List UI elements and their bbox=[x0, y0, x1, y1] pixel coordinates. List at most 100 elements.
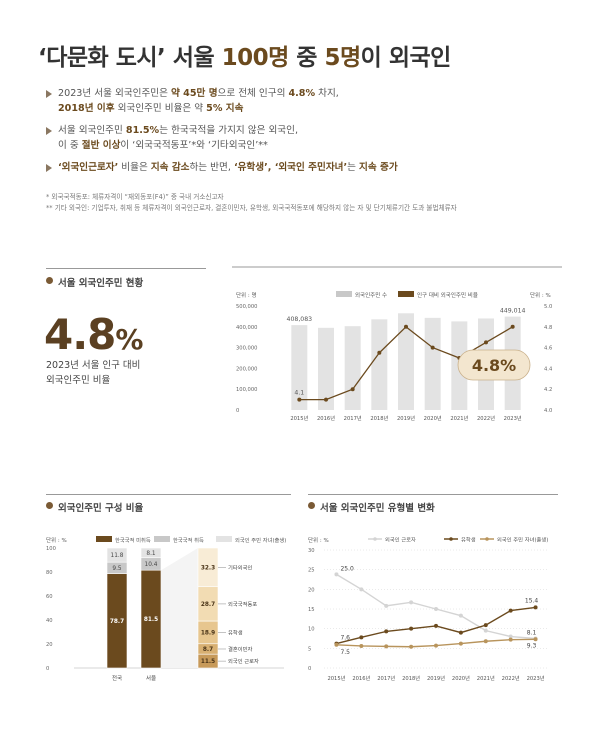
y-tick-label: 100 bbox=[46, 546, 56, 552]
legend-label: 한국국적 취득 bbox=[173, 536, 204, 544]
composition-chart: 단위 : % 한국국적 미취득 한국국적 취득 외국인 주민 자녀(출생) 100 80 6… bbox=[46, 536, 286, 682]
right-tick-label: 4.6 bbox=[544, 346, 552, 352]
legend-marker bbox=[373, 537, 377, 541]
title-part: 이 외국인 bbox=[360, 45, 452, 71]
breakdown-value-label: 28.7 bbox=[201, 602, 215, 608]
breakdown-value-label: 8.7 bbox=[203, 647, 213, 653]
series-point bbox=[334, 572, 339, 577]
badge-value: 4.8% bbox=[472, 356, 516, 375]
legend-label: 유학생 bbox=[461, 536, 476, 544]
series-point bbox=[359, 635, 364, 640]
ratio-point bbox=[484, 340, 488, 345]
legend-label: 외국인 근로자 bbox=[385, 536, 416, 544]
series-point bbox=[384, 629, 389, 634]
x-tick-label: 2021년 bbox=[477, 674, 495, 682]
title-part: ‘다문화 도시’ 서울 bbox=[38, 45, 222, 71]
segment-value-label: 10.4 bbox=[145, 562, 158, 568]
legend-swatch bbox=[96, 536, 112, 542]
title-highlight: 100명 bbox=[221, 45, 290, 71]
series-point bbox=[384, 644, 389, 649]
left-tick-label: 100,000 bbox=[236, 387, 257, 393]
population-bar bbox=[291, 325, 308, 410]
x-tick-label: 2019년 bbox=[397, 414, 415, 422]
y-tick-label: 0 bbox=[308, 666, 311, 672]
series-point bbox=[359, 587, 364, 592]
ratio-point bbox=[350, 387, 355, 392]
legend-label: 인구 대비 외국인주민 비율 bbox=[417, 291, 478, 299]
footnotes: * 외국국적동포: 체류자격이 “재외동포(F4)” 중 국내 거소신고자 **… bbox=[46, 192, 566, 214]
x-tick-label: 2018년 bbox=[370, 414, 388, 422]
legend-swatch-bars bbox=[336, 291, 352, 297]
x-tick-label: 서울 bbox=[146, 674, 156, 682]
breakdown-value-label: 32.3 bbox=[201, 565, 215, 571]
population-bar bbox=[398, 313, 414, 410]
population-chart: 단위 : 명 단위 : % 외국인주민 수 인구 대비 외국인주민 비율 500,000… bbox=[232, 266, 562, 422]
ratio-value-label: 4.1 bbox=[294, 390, 304, 397]
series-point bbox=[409, 626, 414, 631]
right-tick-label: 4.4 bbox=[544, 366, 553, 372]
y-tick-label: 20 bbox=[308, 587, 315, 593]
end-value-label: 15.4 bbox=[525, 597, 539, 604]
series-point bbox=[384, 603, 389, 608]
breakdown-value-label: 18.9 bbox=[201, 630, 215, 636]
x-tick-label: 2023년 bbox=[527, 674, 545, 682]
y-tick-label: 20 bbox=[46, 642, 53, 648]
series-point bbox=[508, 637, 513, 642]
trend-chart: 단위 : % 외국인 근로자 유학생 외국인 주민 자녀(출생) 30 25 20 15 10 5… bbox=[308, 536, 548, 683]
title-part: 중 bbox=[288, 45, 325, 71]
y-tick-label: 60 bbox=[46, 594, 53, 600]
segment-value-label: 11.8 bbox=[111, 553, 124, 559]
x-tick-label: 2021년 bbox=[450, 414, 468, 422]
section-divider bbox=[308, 494, 558, 495]
stacked-segment bbox=[106, 547, 128, 563]
breakdown-label: 외국국적동포 bbox=[228, 601, 257, 608]
left-tick-label: 400,000 bbox=[236, 325, 257, 331]
right-tick-label: 5.0 bbox=[544, 304, 552, 310]
population-bar bbox=[318, 327, 334, 410]
y-tick-label: 15 bbox=[308, 607, 315, 613]
right-tick-label: 4.8 bbox=[544, 325, 552, 331]
series-point bbox=[458, 630, 463, 635]
x-tick-label: 2016년 bbox=[317, 414, 335, 422]
left-axis-unit: 단위 : 명 bbox=[236, 291, 257, 299]
segment-value-label: 81.5 bbox=[144, 617, 158, 623]
series-point bbox=[508, 608, 513, 613]
start-value-label: 7.6 bbox=[340, 635, 350, 642]
end-value-label: 8.1 bbox=[527, 629, 537, 636]
x-tick-label: 2017년 bbox=[344, 414, 362, 422]
end-value-label: 9.3 bbox=[527, 643, 537, 650]
bar-value-label: 408,083 bbox=[287, 316, 313, 323]
section-divider bbox=[46, 494, 291, 495]
footnote-1: * 외국국적동포: 체류자격이 “재외동포(F4)” 중 국내 거소신고자 bbox=[46, 193, 224, 201]
legend-marker bbox=[449, 537, 453, 541]
series-point bbox=[533, 605, 538, 610]
breakdown-label: 외국인 근로자 bbox=[228, 657, 259, 665]
ratio-point bbox=[510, 324, 515, 329]
legend-label: 외국인주민 수 bbox=[355, 291, 387, 299]
population-bar bbox=[371, 319, 388, 410]
right-tick-label: 4.0 bbox=[544, 408, 552, 414]
x-tick-label: 2019년 bbox=[427, 674, 445, 682]
legend-label: 외국인 주민 자녀(출생) bbox=[235, 536, 286, 544]
right-axis-unit: 단위 : % bbox=[530, 291, 551, 299]
section-title-trend: 서울 외국인주민 유형별 변화 bbox=[308, 500, 435, 514]
series-point bbox=[483, 623, 488, 628]
legend-swatch bbox=[154, 536, 170, 542]
series-point bbox=[458, 613, 463, 618]
bullet-3: ‘외국인근로자’ 비율은 지속 감소하는 반면, ‘유학생’, ‘외국인 주민자… bbox=[46, 160, 566, 175]
legend-label: 한국국적 미취득 bbox=[115, 536, 151, 544]
left-tick-label: 200,000 bbox=[236, 366, 257, 372]
footnote-2: ** 기타 외국인: 기업투자, 취재 등 체류자격이 외국인근로자, 결혼이민… bbox=[46, 204, 457, 212]
segment-value-label: 78.7 bbox=[110, 619, 124, 625]
y-tick-label: 10 bbox=[308, 627, 315, 633]
ratio-point bbox=[324, 397, 328, 402]
series-point bbox=[458, 641, 463, 646]
series-point bbox=[533, 637, 538, 642]
y-tick-label: 5 bbox=[308, 646, 311, 652]
stacked-segment bbox=[140, 547, 162, 559]
legend-swatch bbox=[216, 536, 232, 542]
series-point bbox=[483, 628, 488, 633]
y-tick-label: 40 bbox=[46, 618, 53, 624]
x-tick-label: 2018년 bbox=[402, 674, 420, 682]
series-point bbox=[483, 639, 488, 644]
